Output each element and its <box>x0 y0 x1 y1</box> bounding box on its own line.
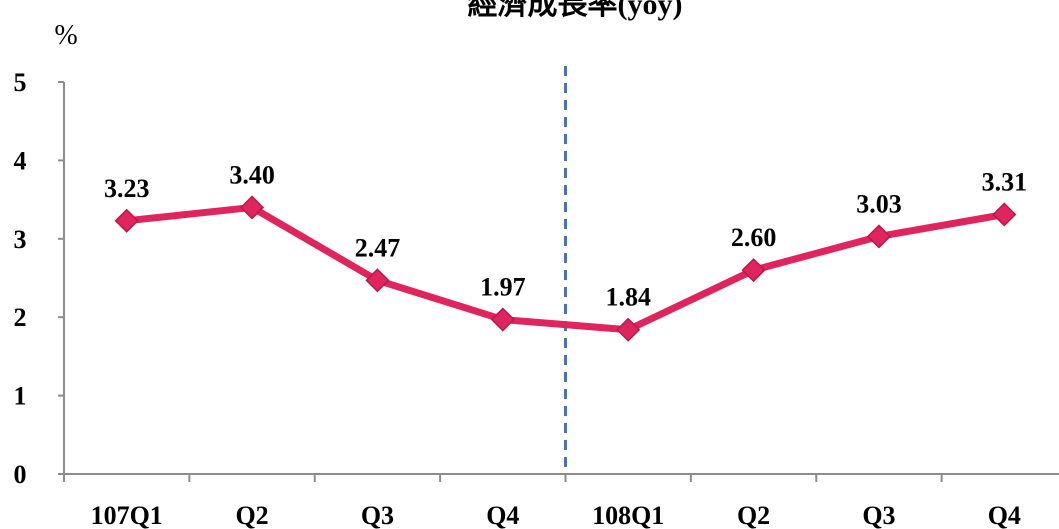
chart-title: 經濟成長率(yoy) <box>468 0 683 21</box>
label-layer: 3.23 3.40 2.47 1.97 1.84 2.60 3.03 3.31 <box>104 160 1027 311</box>
data-label: 3.23 <box>104 174 150 203</box>
x-tick-label: 108Q1 <box>592 501 664 529</box>
x-tick-label: Q2 <box>235 501 268 529</box>
x-tick-label: Q3 <box>862 501 895 529</box>
data-point-marker <box>866 224 891 249</box>
data-label: 1.97 <box>480 273 526 302</box>
y-tick-label: 2 <box>14 303 27 332</box>
data-label: 3.31 <box>982 167 1028 196</box>
data-point-marker <box>114 208 139 233</box>
series-line <box>123 203 1008 334</box>
data-point-marker <box>240 195 265 220</box>
data-label: 2.47 <box>355 233 401 262</box>
data-label: 2.60 <box>731 223 777 252</box>
data-point-marker <box>616 317 641 342</box>
x-tick-label: Q2 <box>737 501 770 529</box>
y-tick-label: 3 <box>14 225 27 254</box>
data-point-marker <box>490 307 515 332</box>
x-tick-label: 107Q1 <box>91 501 163 529</box>
data-point-marker <box>741 258 766 283</box>
data-label: 1.84 <box>605 283 651 312</box>
x-tick-label: Q4 <box>486 501 519 529</box>
y-axis-unit-label: % <box>54 20 77 51</box>
y-tick-label: 1 <box>14 382 27 411</box>
x-tick-label: Q4 <box>988 501 1021 529</box>
data-point-marker <box>992 202 1017 227</box>
series-layer <box>114 195 1017 342</box>
data-point-marker <box>365 268 390 293</box>
data-label: 3.40 <box>229 160 275 189</box>
axes: 0 1 2 3 4 5 107Q1 Q2 Q3 Q4 108Q1 Q2 Q3 Q4 <box>14 68 1059 529</box>
y-tick-label: 4 <box>14 146 27 175</box>
x-tick-label: Q3 <box>361 501 394 529</box>
data-label: 3.03 <box>856 189 902 218</box>
y-tick-label: 0 <box>14 460 27 489</box>
y-tick-label: 5 <box>14 68 27 97</box>
